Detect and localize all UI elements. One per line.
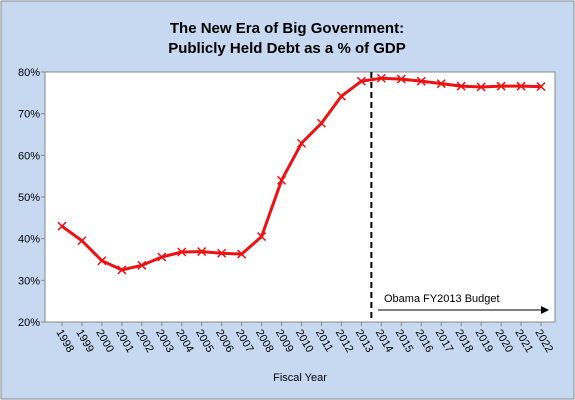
data-marker — [516, 81, 526, 91]
y-tick-label: 50% — [18, 192, 40, 204]
plot-area — [44, 71, 556, 323]
data-marker — [296, 138, 307, 148]
data-marker — [157, 252, 167, 262]
data-marker — [536, 82, 546, 92]
x-axis-label: Fiscal Year — [273, 372, 327, 384]
y-tick-label: 20% — [18, 317, 40, 329]
data-marker — [237, 249, 247, 259]
data-marker — [97, 256, 107, 266]
chart-title: The New Era of Big Government: — [170, 20, 404, 37]
data-marker — [356, 76, 366, 86]
data-marker — [117, 265, 127, 275]
data-marker — [476, 82, 486, 92]
data-marker — [177, 247, 187, 257]
data-marker — [416, 76, 426, 86]
data-marker — [77, 236, 87, 246]
data-marker — [376, 73, 386, 83]
chart-title: Publicly Held Debt as a % of GDP — [168, 40, 406, 57]
data-marker — [277, 175, 287, 185]
data-marker — [336, 91, 346, 101]
y-tick-label: 30% — [18, 275, 40, 287]
data-marker — [496, 81, 506, 91]
data-marker — [456, 81, 466, 91]
y-tick-label: 70% — [18, 109, 40, 121]
annotation: Obama FY2013 Budget — [384, 293, 500, 305]
data-marker — [257, 232, 267, 242]
data-marker — [137, 260, 147, 270]
y-tick-label: 40% — [18, 234, 40, 246]
y-tick-label: 80% — [18, 67, 40, 79]
data-marker — [316, 118, 326, 128]
data-marker — [217, 248, 227, 258]
data-marker — [436, 79, 446, 89]
data-marker — [197, 247, 207, 257]
data-marker — [57, 221, 67, 231]
y-tick-label: 60% — [18, 150, 40, 162]
data-marker — [396, 74, 406, 84]
